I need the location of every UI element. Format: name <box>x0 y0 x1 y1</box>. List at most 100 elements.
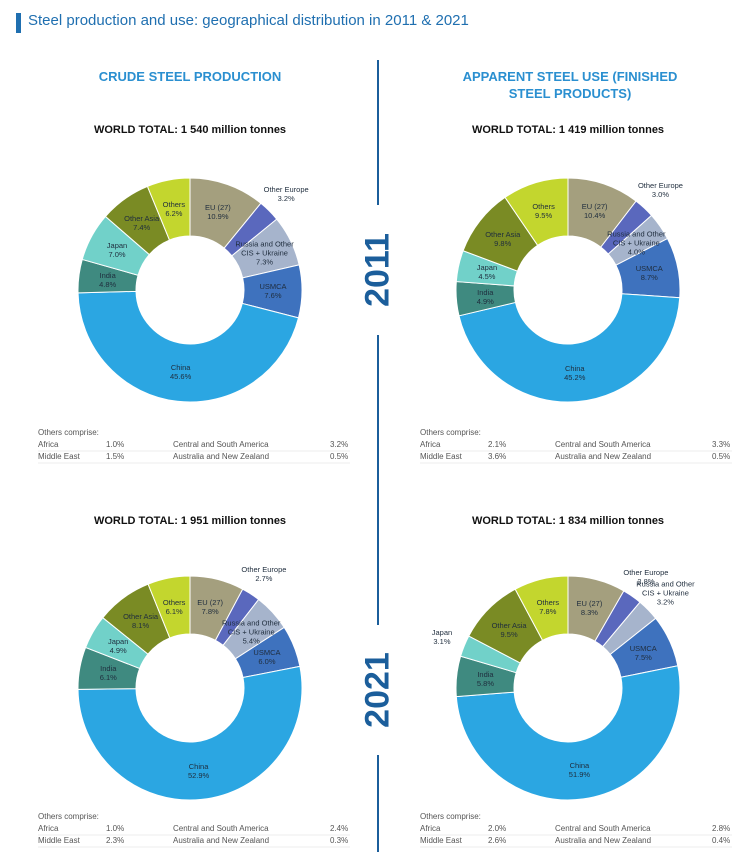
donut-slice <box>77 665 303 801</box>
slice-category: Japan <box>106 241 128 251</box>
slice-value: 8.1% <box>132 621 150 631</box>
slice-value: 10.9% <box>207 211 229 221</box>
others-cell: Central and South America <box>173 824 269 833</box>
others-cell: 2.4% <box>330 824 349 833</box>
slice-value: 10.4% <box>583 211 606 221</box>
others-cell: 2.3% <box>106 836 125 845</box>
slice-category: USMCA <box>259 282 287 292</box>
others-cell: 1.0% <box>106 440 125 449</box>
slice-label: Other Europe 3.0% <box>625 181 695 199</box>
slice-label: Other Europe 2.8% <box>611 568 681 586</box>
slice-label: Other Europe 2.7% <box>229 565 299 583</box>
slice-category: EU (27) <box>581 202 608 212</box>
slice-label: Russia and Other CIS + Ukraine 4.0% <box>601 229 671 256</box>
slice-label: USMCA 6.0% <box>232 648 302 666</box>
slice-category: Other Asia <box>485 229 521 239</box>
others-cell: Middle East <box>38 452 80 461</box>
slice-label: Russia and Other CIS + Ukraine 3.2% <box>630 580 700 607</box>
slice-category: India <box>477 670 494 680</box>
others-cell: 0.4% <box>712 836 731 845</box>
slice-label: Other Asia 7.4% <box>107 214 177 232</box>
slice-value: 4.0% <box>627 247 645 257</box>
slice-value: 45.2% <box>564 372 586 382</box>
others-cell: 1.5% <box>106 452 125 461</box>
world-total: WORLD TOTAL: 1 540 million tonnes <box>93 124 287 136</box>
donut-slice <box>147 575 191 639</box>
slice-category: Other Europe <box>637 181 683 191</box>
slice-value: 52.9% <box>187 770 210 780</box>
slice-label: Others 7.8% <box>513 598 583 616</box>
donut-slice <box>514 575 569 642</box>
slice-label: India 5.8% <box>450 670 520 688</box>
donut-slice <box>504 177 569 247</box>
others-cell: Australia and New Zealand <box>555 452 652 461</box>
others-cell: Africa <box>420 440 441 449</box>
slice-category: Other Asia <box>124 213 160 223</box>
others-title: Others comprise: <box>420 428 481 437</box>
others-cell: 3.6% <box>488 452 507 461</box>
slice-value: 6.2% <box>165 208 183 218</box>
slice-category: Other Europe <box>241 564 287 574</box>
slice-value: 3.2% <box>277 193 295 203</box>
slice-label: Russia and Other CIS + Ukraine 5.4% <box>216 618 286 645</box>
slice-label: Other Asia 8.1% <box>106 612 176 630</box>
slice-category: China <box>170 363 191 373</box>
others-cell: 2.0% <box>488 824 507 833</box>
others-cell: Middle East <box>420 452 462 461</box>
others-cell: 1.0% <box>106 824 125 833</box>
slice-category: Other Europe <box>623 567 669 577</box>
slice-label: USMCA 8.7% <box>614 264 684 282</box>
column-heading: CRUDE STEEL PRODUCTION <box>98 69 282 84</box>
slice-value: 7.0% <box>108 250 126 260</box>
others-cell: 3.2% <box>330 440 349 449</box>
slice-category: Russia and Other CIS + Ukraine <box>607 229 666 248</box>
slice-category: Others <box>162 199 186 209</box>
slice-label: India 4.8% <box>73 271 143 289</box>
slice-category: Others <box>162 597 186 607</box>
slice-value: 9.5% <box>500 629 518 639</box>
year-gap <box>362 205 394 335</box>
world-total: WORLD TOTAL: 1 834 million tonnes <box>471 515 665 527</box>
slice-category: Other Europe <box>263 184 309 194</box>
slice-category: India <box>100 664 117 674</box>
slice-category: USMCA <box>253 647 281 657</box>
slice-label: Japan 7.0% <box>82 241 152 259</box>
title-accent <box>16 13 21 33</box>
slice-category: India <box>99 270 116 280</box>
slice-label: India 6.1% <box>73 664 143 682</box>
slice-label: China 45.6% <box>146 363 216 381</box>
slice-value: 7.3% <box>255 257 274 267</box>
slice-label: Other Europe 3.2% <box>251 185 321 203</box>
slice-value: 4.9% <box>476 296 494 306</box>
slice-value: 3.2% <box>656 597 674 607</box>
slice-value: 7.6% <box>264 291 282 301</box>
slice-value: 5.4% <box>242 636 260 646</box>
slice-label: India 4.9% <box>450 288 520 306</box>
donut-slice <box>146 177 191 241</box>
slice-label: Others 6.1% <box>139 598 209 616</box>
slice-label: EU (27) 7.8% <box>175 598 245 616</box>
slice-category: USMCA <box>635 264 663 274</box>
others-cell: Central and South America <box>555 824 651 833</box>
slice-value: 7.8% <box>539 607 557 617</box>
slice-category: EU (27) <box>576 598 603 608</box>
slice-label: Japan 4.9% <box>83 637 153 655</box>
slice-value: 51.9% <box>568 770 591 780</box>
slice-label: Russia and Other CIS + Ukraine 7.3% <box>230 240 300 267</box>
slice-label: EU (27) 10.9% <box>183 203 253 221</box>
slice-category: Others <box>532 201 555 211</box>
others-cell: 0.5% <box>712 452 731 461</box>
others-cell: 2.1% <box>488 440 507 449</box>
slice-category: China <box>188 761 209 771</box>
world-total: WORLD TOTAL: 1 419 million tonnes <box>471 124 665 136</box>
slice-category: Japan <box>107 637 129 647</box>
slice-category: India <box>477 287 494 297</box>
slice-value: 6.0% <box>258 656 276 666</box>
slice-category: China <box>569 761 590 771</box>
others-cell: Africa <box>38 824 59 833</box>
slice-label: Japan 4.5% <box>452 263 522 281</box>
slice-value: 9.8% <box>494 238 512 248</box>
slice-category: China <box>564 363 585 373</box>
others-cell: 3.3% <box>712 440 731 449</box>
slice-value: 7.8% <box>201 607 219 617</box>
